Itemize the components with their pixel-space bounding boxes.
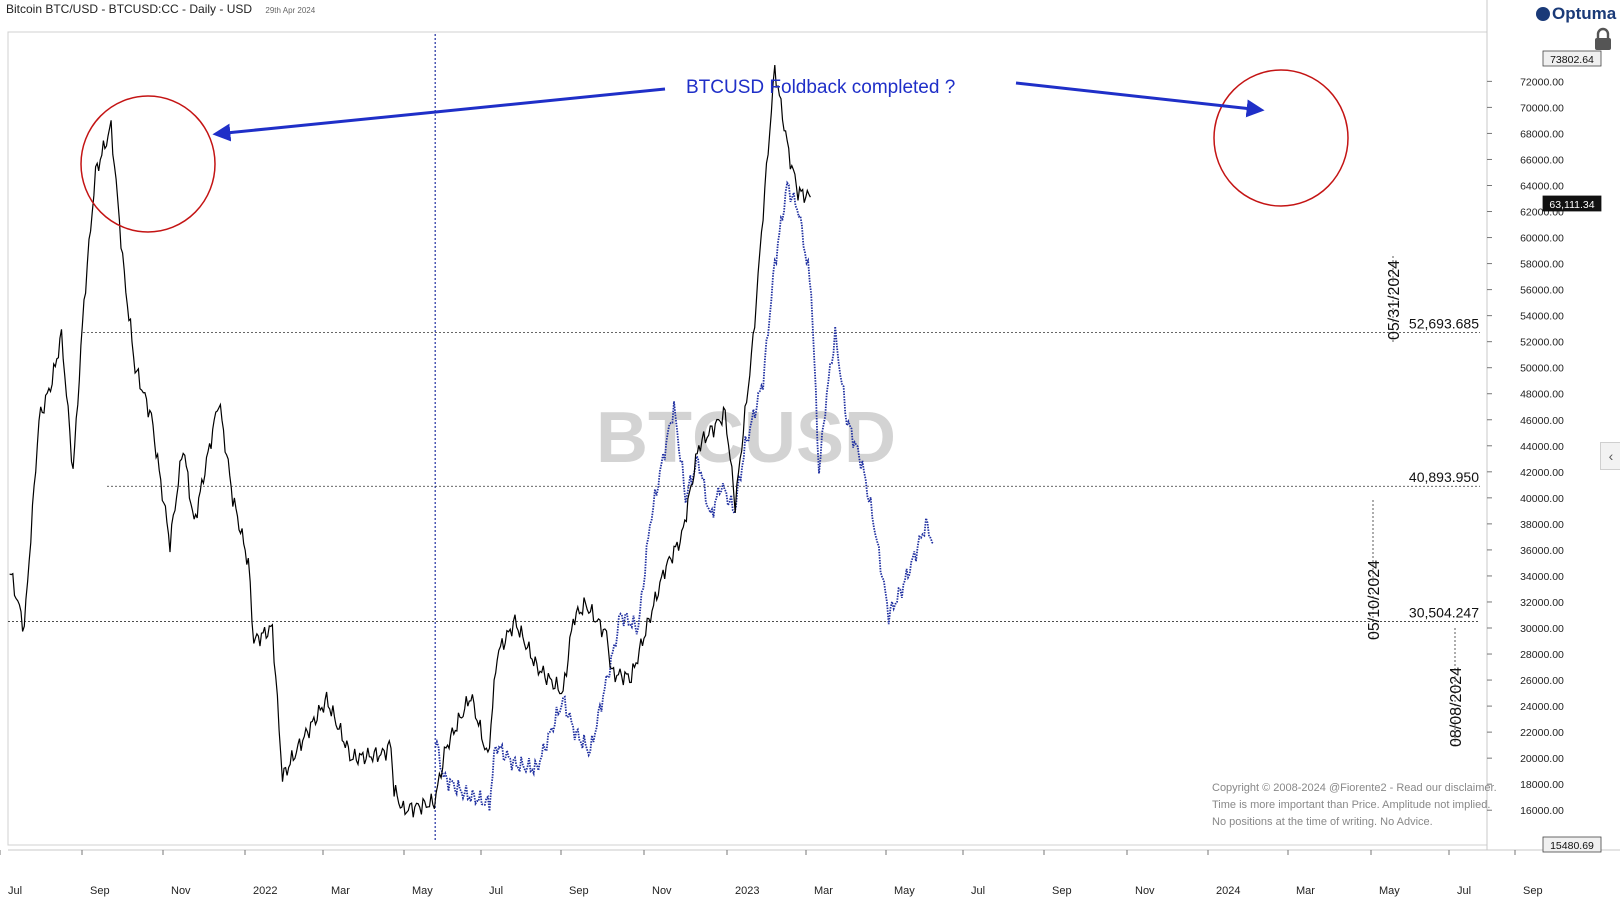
price-tick-label: 50000.00 xyxy=(1520,363,1564,375)
price-tick-label: 48000.00 xyxy=(1520,389,1564,401)
overlay-series-line xyxy=(434,180,935,812)
brand-logo: Optuma xyxy=(1536,4,1616,24)
copyright-line-3: No positions at the time of writing. No … xyxy=(1212,816,1433,828)
price-flag-label: 63,111.34 xyxy=(1549,199,1594,211)
price-tick-label: 32000.00 xyxy=(1520,597,1564,609)
chart-date: 29th Apr 2024 xyxy=(265,6,316,15)
price-tick-label: 60000.00 xyxy=(1520,233,1564,245)
price-tick-label: 40000.00 xyxy=(1520,493,1564,505)
price-series-line xyxy=(9,64,811,818)
time-tick-label: Jul xyxy=(1457,885,1471,897)
price-flag-box xyxy=(1542,195,1602,212)
lock-icon[interactable] xyxy=(1592,27,1614,51)
price-tick-label: 64000.00 xyxy=(1520,180,1564,192)
date-marker-label: 05/31/2024 xyxy=(1386,260,1403,340)
chart-header: Bitcoin BTC/USD - BTCUSD:CC - Daily - US… xyxy=(6,2,315,16)
copyright-note: Copyright © 2008-2024 @Fiorente2 - Read … xyxy=(1212,780,1497,831)
time-tick-label: Sep xyxy=(90,885,110,897)
chart-title: Bitcoin BTC/USD - BTCUSD:CC - Daily - US… xyxy=(6,2,253,16)
price-tick-label: 34000.00 xyxy=(1520,571,1564,583)
time-tick-label: Nov xyxy=(1135,885,1155,897)
price-tick-label: 26000.00 xyxy=(1520,675,1564,687)
annotation-arrow-left xyxy=(212,87,666,142)
time-tick-label: 2022 xyxy=(253,885,277,897)
price-tick-label: 22000.00 xyxy=(1520,727,1564,739)
price-tick-label: 30000.00 xyxy=(1520,623,1564,635)
price-tick-label: 20000.00 xyxy=(1520,753,1564,765)
price-flag-label: 15480.69 xyxy=(1550,840,1594,852)
brand-name: Optuma xyxy=(1552,4,1617,23)
annotation-text: BTCUSD Foldback completed ? xyxy=(686,77,955,98)
price-tick-label: 66000.00 xyxy=(1520,154,1564,166)
price-flag-label: 73802.64 xyxy=(1550,54,1594,66)
level-label: 52,693.685 xyxy=(1409,316,1479,332)
price-tick-label: 68000.00 xyxy=(1520,128,1564,140)
price-flag-box xyxy=(1542,836,1602,853)
price-tick-label: 46000.00 xyxy=(1520,415,1564,427)
price-flag-box xyxy=(1542,50,1602,67)
time-tick-label: 2024 xyxy=(1216,885,1240,897)
time-tick-label: Jul xyxy=(971,885,985,897)
time-tick-label: May xyxy=(412,885,433,897)
copyright-line-2: Time is more important than Price. Ampli… xyxy=(1212,799,1491,811)
price-tick-label: 52000.00 xyxy=(1520,337,1564,349)
price-tick-label: 18000.00 xyxy=(1520,779,1564,791)
price-tick-label: 72000.00 xyxy=(1520,76,1564,88)
date-marker-label: 05/10/2024 xyxy=(1366,560,1383,640)
time-tick-label: Jul xyxy=(8,885,22,897)
copyright-line-1: Copyright © 2008-2024 @Fiorente2 - Read … xyxy=(1212,782,1497,794)
price-tick-label: 36000.00 xyxy=(1520,545,1564,557)
price-tick-label: 54000.00 xyxy=(1520,311,1564,323)
price-tick-label: 70000.00 xyxy=(1520,102,1564,114)
time-tick-label: Mar xyxy=(814,885,833,897)
time-tick-label: Nov xyxy=(652,885,672,897)
top-circle-right xyxy=(1213,69,1349,207)
date-marker-label: 08/08/2024 xyxy=(1448,667,1465,747)
top-circle-left xyxy=(80,95,216,233)
price-tick-label: 38000.00 xyxy=(1520,519,1564,531)
price-tick-label: 56000.00 xyxy=(1520,285,1564,297)
time-tick-label: 2023 xyxy=(735,885,759,897)
price-tick-label: 16000.00 xyxy=(1520,805,1564,817)
price-tick-label: 28000.00 xyxy=(1520,649,1564,661)
chevron-left-icon[interactable]: ‹ xyxy=(1600,442,1620,470)
time-tick-label: Mar xyxy=(331,885,350,897)
time-tick-label: Sep xyxy=(1523,885,1543,897)
time-tick-label: May xyxy=(894,885,915,897)
optuma-logo-icon xyxy=(1536,7,1550,21)
time-tick-label: Mar xyxy=(1296,885,1315,897)
price-tick-label: 58000.00 xyxy=(1520,259,1564,271)
time-tick-label: May xyxy=(1379,885,1400,897)
price-tick-label: 24000.00 xyxy=(1520,701,1564,713)
time-tick-label: Sep xyxy=(569,885,589,897)
time-tick-label: Sep xyxy=(1052,885,1072,897)
level-label: 40,893.950 xyxy=(1409,469,1479,485)
level-label: 30,504.247 xyxy=(1409,604,1479,620)
time-tick-label: Nov xyxy=(171,885,191,897)
price-tick-label: 42000.00 xyxy=(1520,467,1564,479)
price-tick-label: 44000.00 xyxy=(1520,441,1564,453)
time-tick-label: Jul xyxy=(489,885,503,897)
annotation-arrow-right xyxy=(1015,81,1265,118)
